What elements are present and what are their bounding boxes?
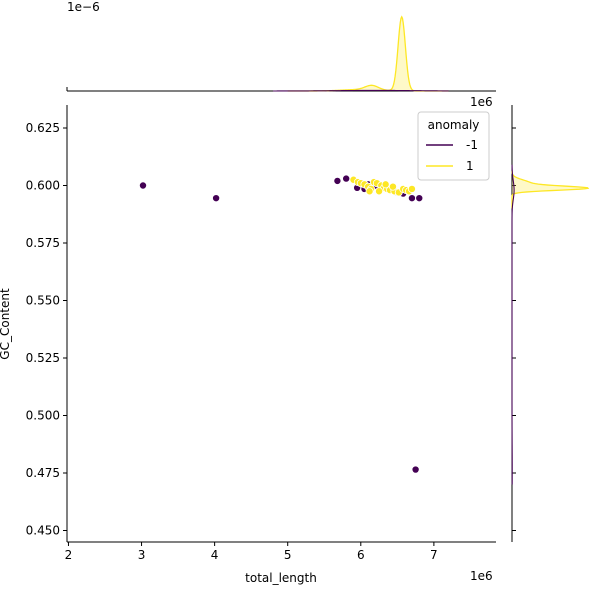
axis-text-layer: 1e−6 1e6 1e6 total_length GC_Content bbox=[0, 0, 493, 585]
legend: anomaly -1 1 bbox=[417, 111, 490, 181]
y-tick-label: 0.475 bbox=[26, 466, 60, 480]
x-tick-label: 6 bbox=[357, 548, 365, 562]
x-offset-label: 1e6 bbox=[470, 569, 493, 583]
scatter-point-normal bbox=[365, 187, 374, 196]
scatter-point-anomaly bbox=[415, 194, 424, 203]
right-kde-line-anomaly bbox=[511, 164, 515, 485]
y-tick-label: 0.450 bbox=[26, 524, 60, 538]
y-offset-label: 1e6 bbox=[470, 95, 493, 109]
y-tick-label: 0.625 bbox=[26, 121, 60, 135]
top-marginal-panel bbox=[66, 15, 496, 92]
scatter-point-normal bbox=[375, 187, 384, 196]
y-tick-label: 0.600 bbox=[26, 179, 60, 193]
y-axis-label: GC_Content bbox=[0, 288, 12, 360]
x-tick-label: 5 bbox=[284, 548, 292, 562]
right-kde-line-normal bbox=[511, 170, 590, 209]
main-scatter-panel: 2 3 4 5 6 7 0.450 0.475 0.500 0.525 0.550 0.575 0.60… bbox=[26, 105, 496, 562]
scatter-point-anomaly bbox=[212, 194, 221, 203]
y-tick-label: 0.550 bbox=[26, 294, 60, 308]
right-kde-fill-normal bbox=[512, 170, 588, 209]
legend-box bbox=[417, 111, 490, 181]
x-tick-label: 7 bbox=[430, 548, 438, 562]
scatter-point-normal bbox=[388, 182, 397, 191]
scatter-point-anomaly bbox=[139, 181, 148, 190]
top-marginal-offset-label: 1e−6 bbox=[67, 0, 100, 14]
top-kde-fill-normal bbox=[287, 16, 449, 92]
right-marginal-panel bbox=[511, 105, 590, 542]
y-tick-label: 0.500 bbox=[26, 409, 60, 423]
scatter-point-normal bbox=[407, 184, 416, 193]
legend-entry-label: 1 bbox=[466, 159, 474, 173]
legend-title: anomaly bbox=[428, 118, 480, 132]
top-kde-line-normal bbox=[287, 15, 449, 92]
legend-entry-label: -1 bbox=[466, 138, 478, 152]
scatter-point-normal bbox=[381, 180, 390, 189]
scatter-point-anomaly bbox=[411, 465, 420, 474]
scatter-point-anomaly bbox=[342, 174, 351, 183]
x-axis-label: total_length bbox=[245, 571, 317, 585]
scatter-point-anomaly bbox=[407, 194, 416, 203]
x-tick-label: 4 bbox=[211, 548, 219, 562]
x-tick-label: 3 bbox=[138, 548, 146, 562]
scatter-point-anomaly bbox=[333, 176, 342, 185]
top-kde-line-anomaly bbox=[273, 89, 449, 92]
x-tick-label: 2 bbox=[65, 548, 73, 562]
y-tick-label: 0.575 bbox=[26, 236, 60, 250]
y-tick-label: 0.525 bbox=[26, 351, 60, 365]
